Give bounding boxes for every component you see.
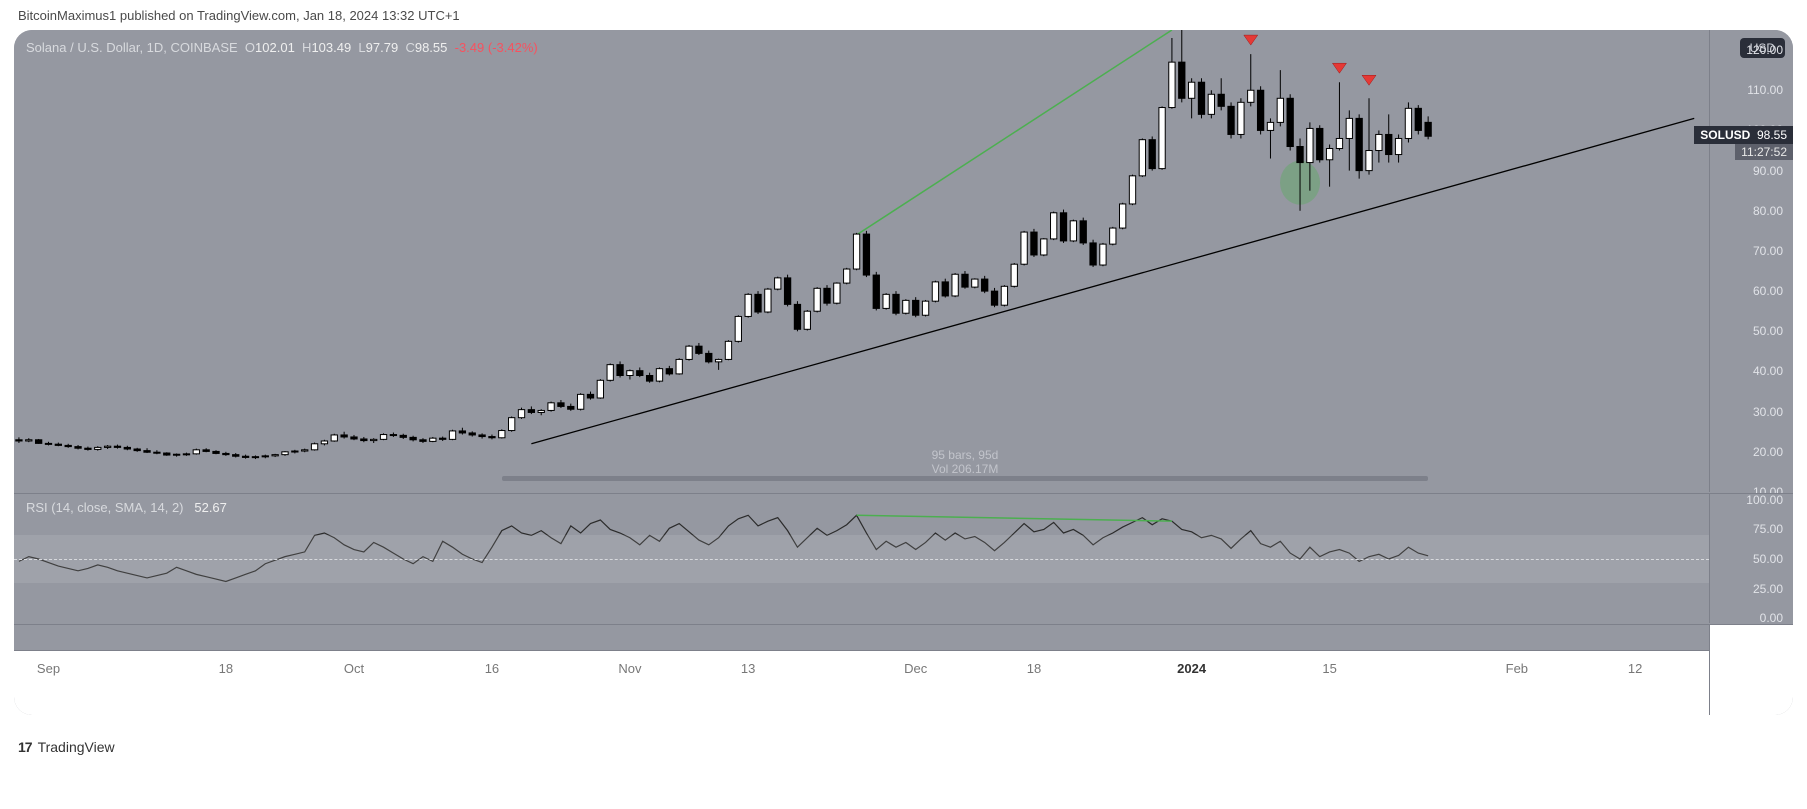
tradingview-brand: TradingView	[38, 739, 115, 755]
time-tick: 18	[219, 661, 233, 676]
price-tick: 20.00	[1753, 445, 1783, 459]
time-tick: Oct	[344, 661, 364, 676]
candle-countdown: 11:27:52	[1735, 144, 1793, 160]
price-y-axis[interactable]: USD 120.00110.00100.0090.0080.0070.0060.…	[1709, 30, 1793, 492]
time-tick: 13	[741, 661, 755, 676]
time-tick: Sep	[37, 661, 60, 676]
rsi-tick: 25.00	[1753, 582, 1783, 596]
rsi-tick: 50.00	[1753, 552, 1783, 566]
footer: ‎17 TradingView	[18, 739, 115, 755]
time-tick: 15	[1322, 661, 1336, 676]
time-tick: 18	[1027, 661, 1041, 676]
price-tick: 60.00	[1753, 284, 1783, 298]
rsi-label: RSI (14, close, SMA, 14, 2)	[26, 500, 184, 515]
price-tick: 90.00	[1753, 164, 1783, 178]
ohlc-chg: -3.49	[455, 40, 485, 55]
price-tick: 120.00	[1746, 43, 1783, 57]
rsi-tick: 0.00	[1760, 611, 1783, 625]
rsi-tick: 75.00	[1753, 522, 1783, 536]
time-tick: 2024	[1177, 661, 1206, 676]
symbol-name: Solana / U.S. Dollar, 1D, COINBASE	[26, 40, 238, 55]
rsi-legend: RSI (14, close, SMA, 14, 2) 52.67	[26, 500, 227, 515]
price-chart-svg	[14, 30, 1709, 492]
time-tick: 12	[1628, 661, 1642, 676]
spacer-pane	[14, 624, 1709, 650]
price-tick: 40.00	[1753, 364, 1783, 378]
publish-text: BitcoinMaximus1 published on TradingView…	[18, 8, 460, 23]
price-tick: 110.00	[1747, 83, 1783, 97]
price-tick: 50.00	[1753, 324, 1783, 338]
symbol-legend: Solana / U.S. Dollar, 1D, COINBASE O102.…	[26, 40, 538, 55]
last-price-tag: SOLUSD 98.55	[1694, 126, 1793, 144]
time-x-axis[interactable]: Sep 18 Oct 16 Nov 13 Dec 18 2024 15 Feb 12	[14, 650, 1709, 715]
ohlc-low: 97.79	[366, 40, 399, 55]
price-tick: 80.00	[1753, 204, 1783, 218]
time-tick: Feb	[1506, 661, 1528, 676]
tradingview-logo-icon: ‎17	[18, 739, 32, 755]
ohlc-close: 98.55	[415, 40, 448, 55]
rsi-midline	[14, 559, 1709, 560]
time-tick: Nov	[618, 661, 641, 676]
axis-corner	[1709, 624, 1793, 715]
price-tick: 70.00	[1753, 244, 1783, 258]
ohlc-chg-pct: (-3.42%)	[488, 40, 538, 55]
rsi-tick: 100.00	[1746, 493, 1783, 507]
time-tick: 16	[485, 661, 499, 676]
publish-header: BitcoinMaximus1 published on TradingView…	[0, 0, 1807, 30]
rsi-pane[interactable]: RSI (14, close, SMA, 14, 2) 52.67	[14, 493, 1709, 623]
rsi-y-axis[interactable]: 100.00 75.00 50.00 25.00 0.00	[1709, 493, 1793, 623]
chart-container: Solana / U.S. Dollar, 1D, COINBASE O102.…	[14, 30, 1793, 715]
ohlc-high: 103.49	[311, 40, 351, 55]
rsi-value: 52.67	[194, 500, 227, 515]
ohlc-open: 102.01	[255, 40, 295, 55]
time-tick: Dec	[904, 661, 927, 676]
price-pane[interactable]: Solana / U.S. Dollar, 1D, COINBASE O102.…	[14, 30, 1709, 492]
price-tick: 30.00	[1753, 405, 1783, 419]
